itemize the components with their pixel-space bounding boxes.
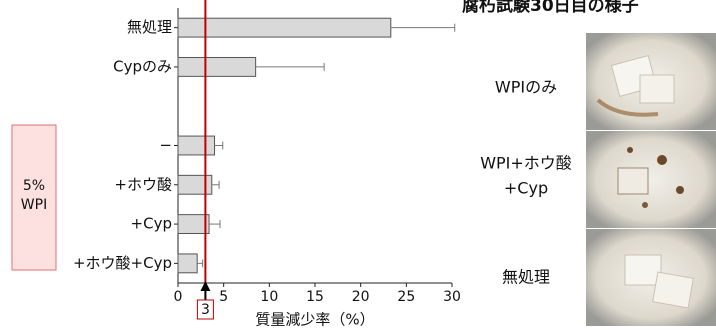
x-tick-label: 5 (219, 289, 228, 305)
x-tick-label: 10 (260, 289, 278, 305)
x-tick-label: 30 (443, 289, 461, 305)
x-tick-label: 15 (306, 289, 324, 305)
y-tick-label: − (159, 136, 172, 154)
y-tick-label: Cypのみ (113, 57, 172, 75)
y-tick-label: +Cyp (131, 215, 172, 233)
photos-title: 腐朽試験30日目の様子 (462, 0, 639, 16)
bar (178, 58, 256, 77)
x-tick-label: 20 (352, 289, 370, 305)
photo-label: +Cyp (504, 179, 548, 198)
bar (178, 254, 197, 273)
reference-label: 3 (201, 302, 210, 318)
y-tick-label: +ホウ酸+Cyp (73, 254, 172, 272)
photo-label: WPI+ホウ酸 (480, 154, 572, 173)
page: 腐朽試験30日目の様子 WPIのみ WPI+ホウ酸 +Cyp 無処理 5% WP… (0, 0, 716, 330)
y-tick-label: +ホウ酸 (114, 175, 172, 193)
photo-label: WPIのみ (495, 78, 557, 97)
bar (178, 215, 209, 234)
x-axis-title: 質量減少率（%） (255, 311, 374, 329)
y-tick-label: 無処理 (127, 18, 172, 36)
x-tick-label: 25 (397, 289, 415, 305)
x-tick-label: 0 (174, 289, 183, 305)
photo (586, 131, 716, 228)
bar (178, 175, 212, 194)
group-label: WPI (21, 197, 47, 213)
bar (178, 18, 391, 37)
photo (586, 33, 716, 130)
bar (178, 136, 215, 155)
photo-label: 無処理 (502, 268, 550, 287)
group-label: 5% (23, 178, 45, 194)
photo (586, 229, 716, 326)
